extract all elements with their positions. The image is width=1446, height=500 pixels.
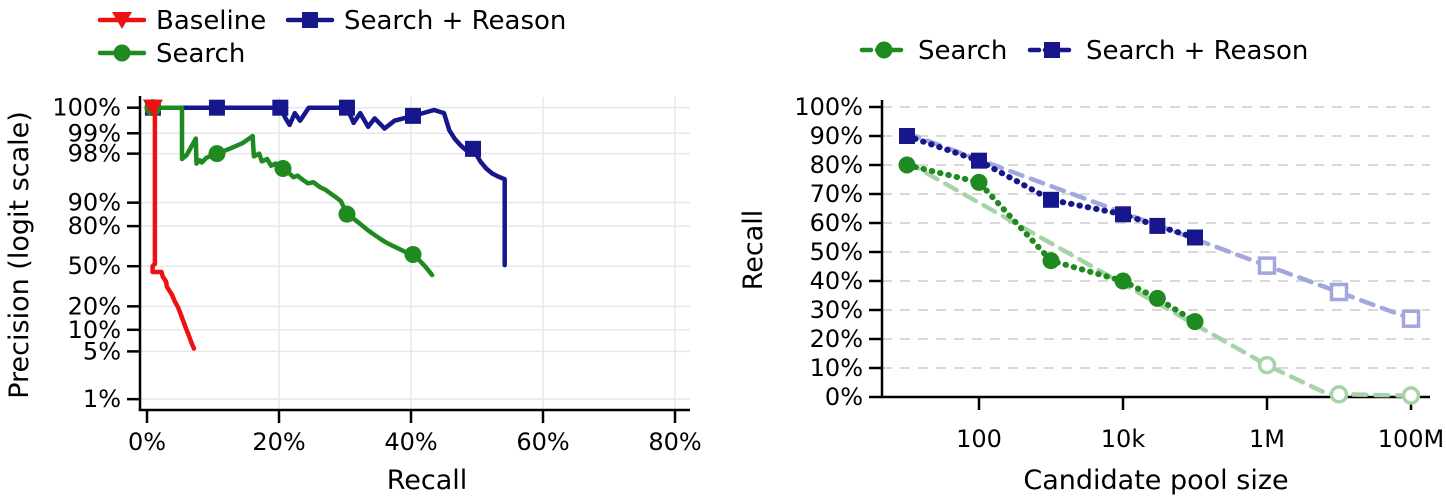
- circle-marker: [338, 205, 356, 223]
- legend-item-search-reason: Search + Reason: [1027, 36, 1308, 66]
- square-marker: [208, 99, 225, 116]
- series-line-search: [904, 162, 1198, 325]
- pr-curve-chart: 100%99%98%90%80%50%20%10%5%1%0% 20% 40% 60%…: [52, 94, 701, 456]
- circle-marker: [1114, 272, 1132, 290]
- square-marker: [1043, 191, 1059, 208]
- y-tick-label: 98%: [68, 140, 121, 168]
- y-tick-label: 30%: [810, 296, 863, 324]
- series-line-baseline: [146, 105, 197, 351]
- left-chart-legend: Baseline Search + Reason Search: [97, 6, 566, 69]
- square-marker: [971, 152, 987, 169]
- circle-marker: [274, 160, 292, 178]
- open-square-marker: [1401, 309, 1421, 328]
- y-tick-label: 100%: [52, 94, 121, 122]
- x-tick-label: 0%: [128, 428, 166, 456]
- right-gridlines: [882, 106, 1430, 369]
- y-tick-label: 100%: [794, 93, 863, 121]
- square-marker: [1149, 217, 1166, 234]
- square-marker: [1187, 229, 1203, 246]
- triangle-down-marker: [142, 99, 163, 117]
- square-marker: [404, 107, 421, 124]
- series-line-search-extrapolation: [904, 159, 1414, 398]
- legend-item-label: Search + Reason: [344, 6, 566, 36]
- y-tick-label: 99%: [68, 119, 121, 147]
- y-tick-label: 90%: [810, 122, 863, 150]
- series-line-search: [146, 105, 435, 278]
- legend-item-label: Search + Reason: [1086, 36, 1308, 66]
- square-marker: [899, 128, 915, 144]
- square-marker: [465, 140, 482, 157]
- circle-marker: [970, 173, 988, 191]
- legend-item-baseline: Baseline: [97, 6, 266, 36]
- y-tick-label: 50%: [68, 252, 121, 280]
- y-tick-label: 5%: [83, 337, 121, 365]
- circle-marker: [875, 41, 893, 59]
- y-tick-label: 50%: [810, 238, 863, 266]
- y-tick-label: 20%: [810, 325, 863, 353]
- x-tick-label: 1M: [1249, 425, 1285, 453]
- circle-marker: [1186, 313, 1204, 331]
- x-tick-label: 10k: [1101, 425, 1146, 453]
- circle-marker: [1042, 252, 1060, 270]
- legend-item-search: Search: [859, 36, 1007, 66]
- circle-marker: [1148, 289, 1166, 307]
- y-tick-label: 90%: [68, 189, 121, 217]
- y-tick-label: 60%: [810, 209, 863, 237]
- x-tick-label: 100: [956, 425, 1002, 453]
- square-marker: [1115, 206, 1131, 223]
- y-tick-label: 70%: [810, 180, 863, 208]
- y-tick-label: 10%: [68, 316, 121, 344]
- y-tick-label: 0%: [825, 383, 863, 411]
- legend-item-search-reason: Search + Reason: [285, 6, 566, 36]
- y-tick-label: 40%: [810, 267, 863, 295]
- x-tick-label: 20%: [252, 428, 305, 456]
- square-marker: [338, 99, 355, 116]
- y-tick-label: 80%: [68, 212, 121, 240]
- square-marker: [272, 99, 289, 116]
- y-tick-label: 80%: [810, 151, 863, 179]
- left-y-axis-label: Precision (logit scale): [4, 111, 35, 399]
- open-circle-marker: [1257, 355, 1277, 375]
- legend-item-label: Baseline: [156, 6, 266, 36]
- open-square-marker: [1329, 282, 1349, 302]
- square-marker: [1044, 42, 1060, 58]
- x-tick-label: 100M: [1378, 425, 1445, 453]
- recall-vs-pool-chart: 0%10%20%30%40%50%60%70%80%90%100% 100 10k 1…: [794, 93, 1444, 453]
- left-axes: 100%99%98%90%80%50%20%10%5%1%0% 20% 40% 60%…: [52, 94, 701, 456]
- right-chart-legend: Search Search + Reason: [859, 36, 1308, 66]
- triangle-down-marker: [112, 12, 132, 29]
- x-tick-label: 60%: [516, 428, 569, 456]
- circle-marker: [208, 145, 226, 163]
- legend-item-label: Search: [918, 36, 1007, 66]
- open-circle-marker: [1401, 386, 1421, 405]
- x-tick-label: 80%: [648, 428, 701, 456]
- y-tick-label: 10%: [810, 354, 863, 382]
- open-circle-marker: [1329, 385, 1349, 404]
- legend-item-label: Search: [156, 39, 245, 69]
- circle-marker: [898, 156, 916, 174]
- right-x-axis-label: Candidate pool size: [1023, 465, 1288, 496]
- x-tick-label: 40%: [384, 428, 437, 456]
- square-marker: [302, 12, 318, 28]
- y-tick-label: 1%: [83, 385, 121, 413]
- legend-item-search: Search: [97, 39, 245, 69]
- open-square-marker: [1257, 256, 1277, 275]
- y-tick-label: 20%: [68, 292, 121, 320]
- series-line-search-reason: [146, 105, 507, 268]
- circle-marker: [113, 44, 131, 62]
- left-x-axis-label: Recall: [387, 465, 468, 496]
- left-series: [142, 99, 507, 351]
- circle-marker: [404, 245, 422, 263]
- right-y-axis-label: Recall: [738, 210, 769, 291]
- left-gridlines: [140, 97, 690, 410]
- right-series: [898, 128, 1421, 405]
